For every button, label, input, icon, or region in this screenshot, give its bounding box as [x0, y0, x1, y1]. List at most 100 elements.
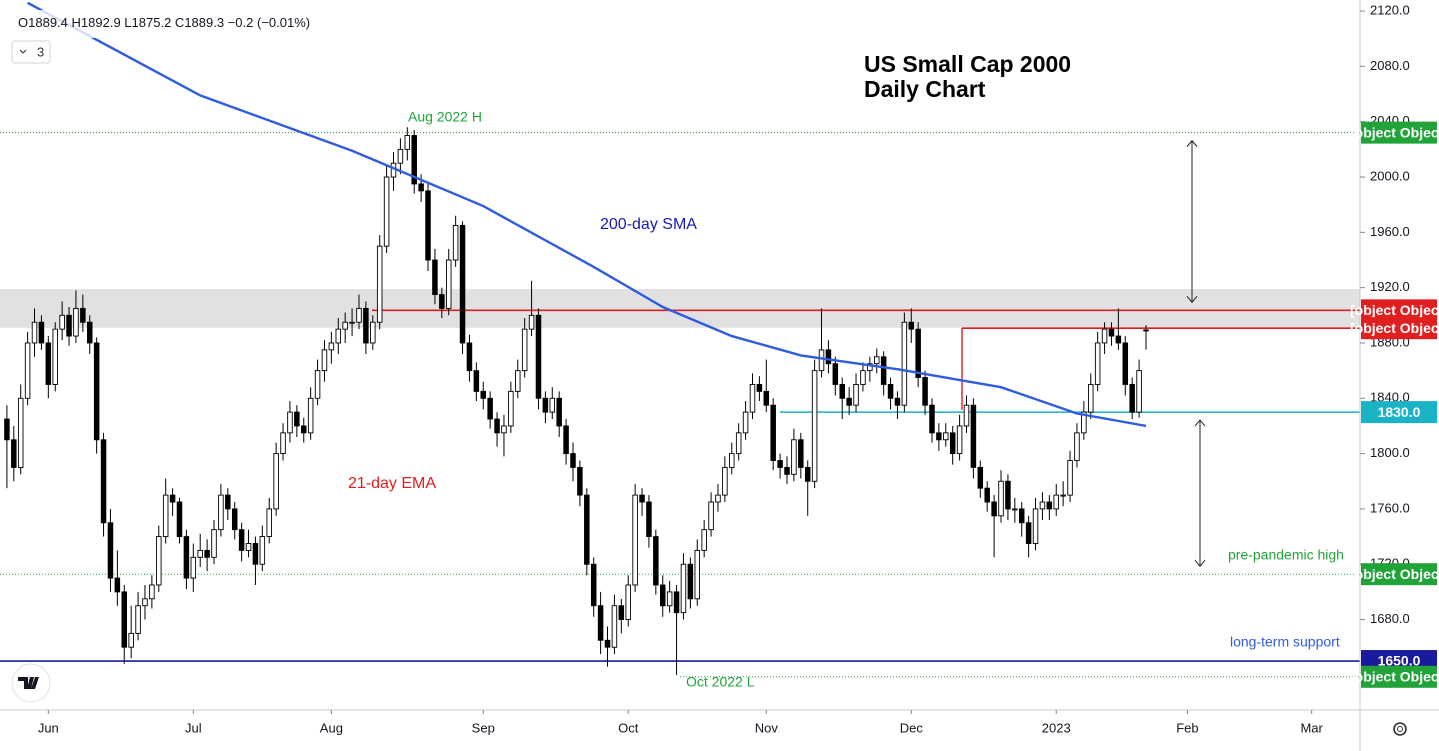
x-tick-label: Jul [185, 720, 202, 735]
candle-body [1101, 328, 1108, 344]
candle-body [142, 598, 148, 607]
candle-body [722, 466, 728, 496]
candle-body [149, 584, 155, 600]
candle-body [970, 404, 977, 468]
candle-body [1122, 342, 1129, 385]
candle-body [1094, 342, 1101, 385]
arrow-head [1194, 419, 1206, 427]
candle-body [301, 425, 307, 434]
candle-body [521, 328, 528, 372]
x-tick-label: Sep [472, 720, 495, 735]
ohlc-value: 1889.3 [184, 15, 224, 30]
chart-subtitle: Daily Chart [864, 76, 986, 102]
candle-body [266, 508, 272, 538]
x-tick-label: Mar [1300, 720, 1323, 735]
ohlc-letter: O [18, 15, 28, 30]
candle-body [908, 321, 915, 330]
candle-body [439, 294, 445, 309]
gear [1393, 722, 1407, 736]
candle-body [100, 439, 107, 524]
legend-header: O1889.4 H1892.9 L1875.2 C1889.3 −0.2 (−0… [0, 10, 400, 64]
candle-body [86, 321, 93, 344]
y-tick-label: 1680.0 [1370, 611, 1410, 626]
x-tick-label: Dec [900, 720, 924, 735]
candle-body [1088, 384, 1094, 413]
y-tick-label: 2080.0 [1370, 58, 1410, 73]
ohlc-value: 1889.4 [28, 15, 68, 30]
candle-body [1081, 411, 1087, 434]
candle-body [666, 591, 673, 607]
sma-line [27, 1, 1147, 428]
candle-body [80, 307, 86, 323]
indicator-toggle[interactable] [11, 40, 51, 64]
change: −0.2 [228, 15, 254, 30]
x-tick-label: Nov [755, 720, 779, 735]
candle-body [494, 418, 500, 434]
candle-body [176, 501, 183, 538]
candle-body [190, 556, 197, 579]
candle-body [577, 466, 583, 496]
candle-body [887, 384, 894, 399]
candle-body [894, 397, 901, 406]
level-label: 1830.0 [1378, 404, 1421, 420]
ohlc-letter: C [175, 15, 184, 30]
gear-center [1397, 726, 1403, 732]
candle-body [832, 363, 839, 385]
candle-body [1025, 522, 1032, 544]
indicator-count: 3 [37, 44, 44, 59]
candle-body [860, 370, 866, 385]
candle-body [563, 425, 569, 455]
candle-body [218, 494, 224, 531]
arrow-head [1186, 139, 1198, 147]
candle-body [535, 314, 542, 399]
candle-body [11, 439, 17, 468]
candle-body [1039, 501, 1046, 510]
chart-title: US Small Cap 2000 [864, 51, 1071, 77]
y-tick-label: 1960.0 [1370, 224, 1410, 239]
candle-body [625, 584, 631, 621]
ohlc-header: O1889.4 H1892.9 L1875.2 C1889.3 −0.2 (−0… [18, 15, 310, 30]
candle-body [259, 536, 266, 565]
candle-body [59, 314, 65, 330]
logo-mark [18, 677, 39, 689]
candle-body [867, 363, 873, 372]
candle-body [991, 501, 997, 517]
candle-body [998, 480, 1004, 517]
change-pct: (−0.01%) [257, 15, 310, 30]
header-bg [0, 10, 400, 38]
level-badge [1361, 121, 1437, 144]
candle-body [335, 328, 342, 344]
candle-body [922, 377, 928, 406]
y-tick-label: 1760.0 [1370, 500, 1410, 515]
plot-area [0, 1, 1360, 678]
level-badge [1361, 317, 1437, 340]
candle-body [542, 397, 549, 413]
level-label: [object Object] [1350, 669, 1439, 685]
candle-body [984, 487, 990, 503]
candle-body [818, 349, 825, 372]
candle-body [639, 494, 645, 503]
candle-body [590, 563, 597, 607]
candle-body [680, 563, 687, 614]
ohlc-value: 1875.2 [132, 15, 172, 30]
candle-body [673, 591, 680, 614]
candle-body [1074, 432, 1080, 461]
candle-body [114, 577, 121, 593]
candle-body [121, 591, 128, 648]
candle-body [770, 404, 776, 461]
settings-icon[interactable] [1393, 722, 1407, 736]
candle-body [1046, 501, 1053, 510]
candle-body [611, 605, 618, 648]
tv-logo[interactable] [11, 663, 51, 703]
candle-body [1060, 494, 1066, 497]
candle-body [963, 404, 970, 427]
candle-body [949, 432, 956, 455]
candle-body [570, 453, 576, 468]
candle-body [225, 494, 231, 510]
candle-body [273, 453, 279, 510]
candle-body [756, 384, 763, 392]
candle-body [321, 349, 328, 372]
candle-body [17, 397, 24, 468]
